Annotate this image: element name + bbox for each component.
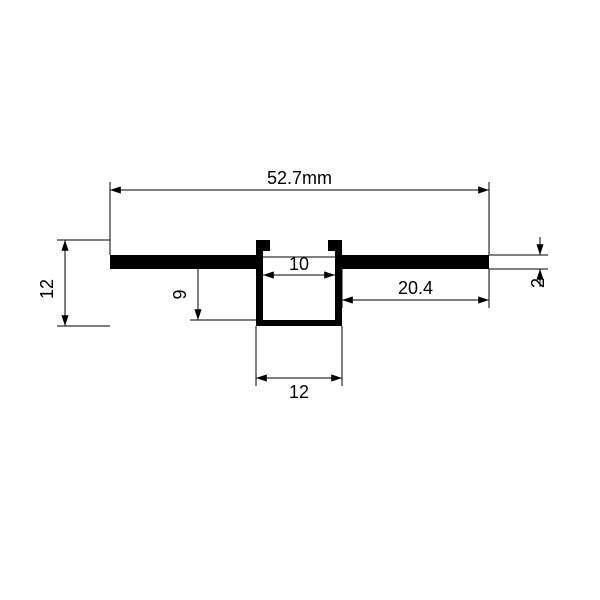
dim-overall-height: 12 [37, 279, 57, 299]
dim-overall-width: 52.7mm [267, 168, 332, 188]
profile-technical-drawing: 52.7mm 12 9 10 12 20.4 2 [0, 0, 600, 600]
dim-flange-thickness: 2 [528, 278, 548, 288]
dim-flange-right: 20.4 [398, 278, 433, 298]
dim-outer-width: 12 [289, 382, 309, 402]
dim-inner-depth: 9 [170, 289, 190, 299]
dim-inner-width: 10 [289, 254, 309, 274]
